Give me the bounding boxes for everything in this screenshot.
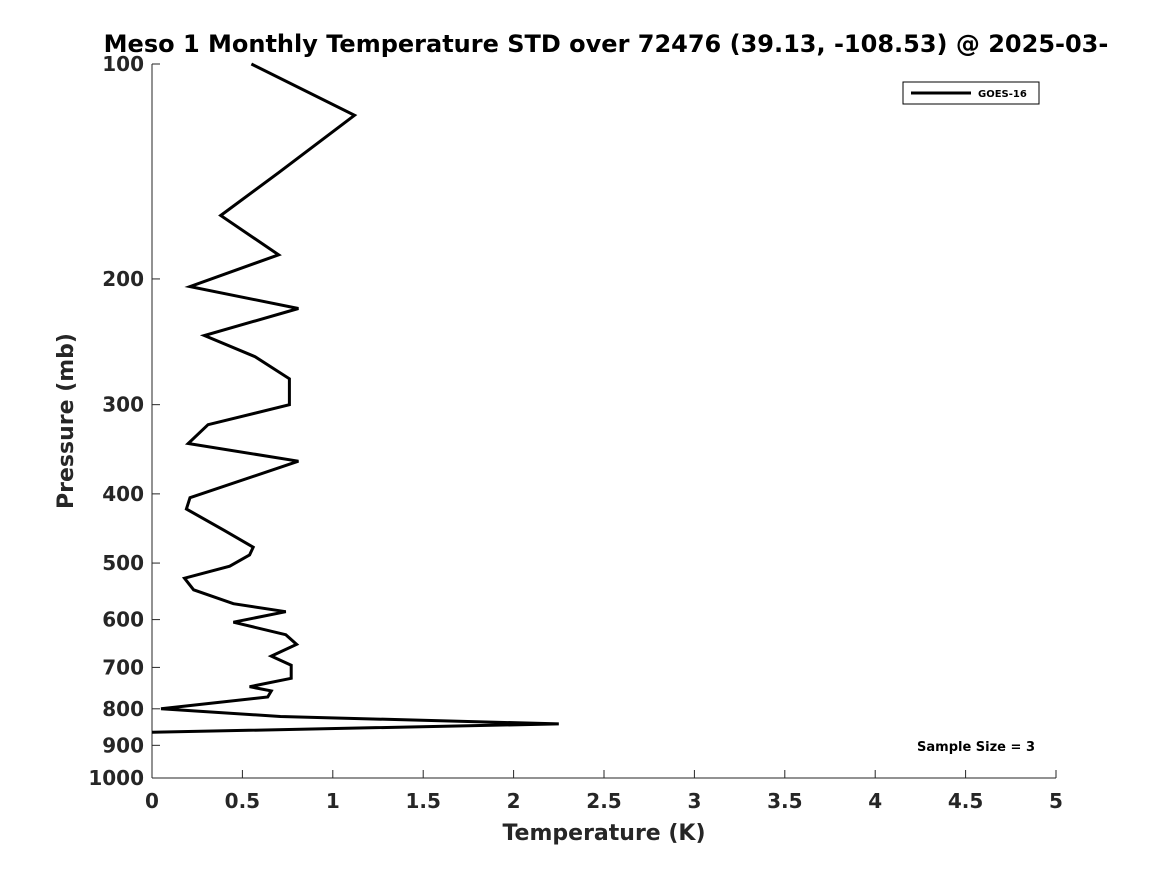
- y-tick-label: 600: [102, 608, 144, 632]
- y-tick-label: 300: [102, 393, 144, 417]
- x-axis-label: Temperature (K): [502, 821, 705, 846]
- y-tick-label: 800: [102, 697, 144, 721]
- series-line-goes-16: [151, 62, 559, 734]
- x-tick-label: 3.5: [767, 789, 802, 813]
- x-tick-label: 1.5: [405, 789, 440, 813]
- x-tick-label: 2.5: [586, 789, 621, 813]
- y-tick-label: 100: [102, 52, 144, 76]
- sample-size-annotation: Sample Size = 3: [917, 740, 1035, 755]
- y-tick-label: 500: [102, 551, 144, 575]
- x-tick-label: 0: [145, 789, 159, 813]
- y-tick-label: 1000: [88, 766, 144, 790]
- x-tick-label: 5: [1049, 789, 1063, 813]
- plot-axes: [151, 64, 1056, 779]
- legend: GOES-16: [902, 81, 1040, 105]
- y-tick-label: 400: [102, 482, 144, 506]
- x-axis-ticks: 0 0.5 1 1.5 2 2.5 3 3.5 4 4.5 5: [145, 770, 1063, 813]
- y-tick-label: 900: [102, 733, 144, 757]
- x-tick-label: 1: [326, 789, 340, 813]
- x-tick-label: 2: [507, 789, 521, 813]
- legend-label-goes-16: GOES-16: [978, 89, 1027, 100]
- x-tick-label: 4.5: [948, 789, 983, 813]
- y-axis-label: Pressure (mb): [54, 333, 79, 509]
- chart-title: Meso 1 Monthly Temperature STD over 7247…: [104, 30, 1109, 58]
- y-tick-label: 700: [102, 655, 144, 679]
- y-tick-label: 200: [102, 267, 144, 291]
- x-tick-label: 0.5: [225, 789, 260, 813]
- y-axis-ticks: 100 200 300 400 500 600 700 800 900 1000: [88, 52, 160, 790]
- series-group: [151, 62, 559, 734]
- x-tick-label: 3: [687, 789, 701, 813]
- x-tick-label: 4: [868, 789, 882, 813]
